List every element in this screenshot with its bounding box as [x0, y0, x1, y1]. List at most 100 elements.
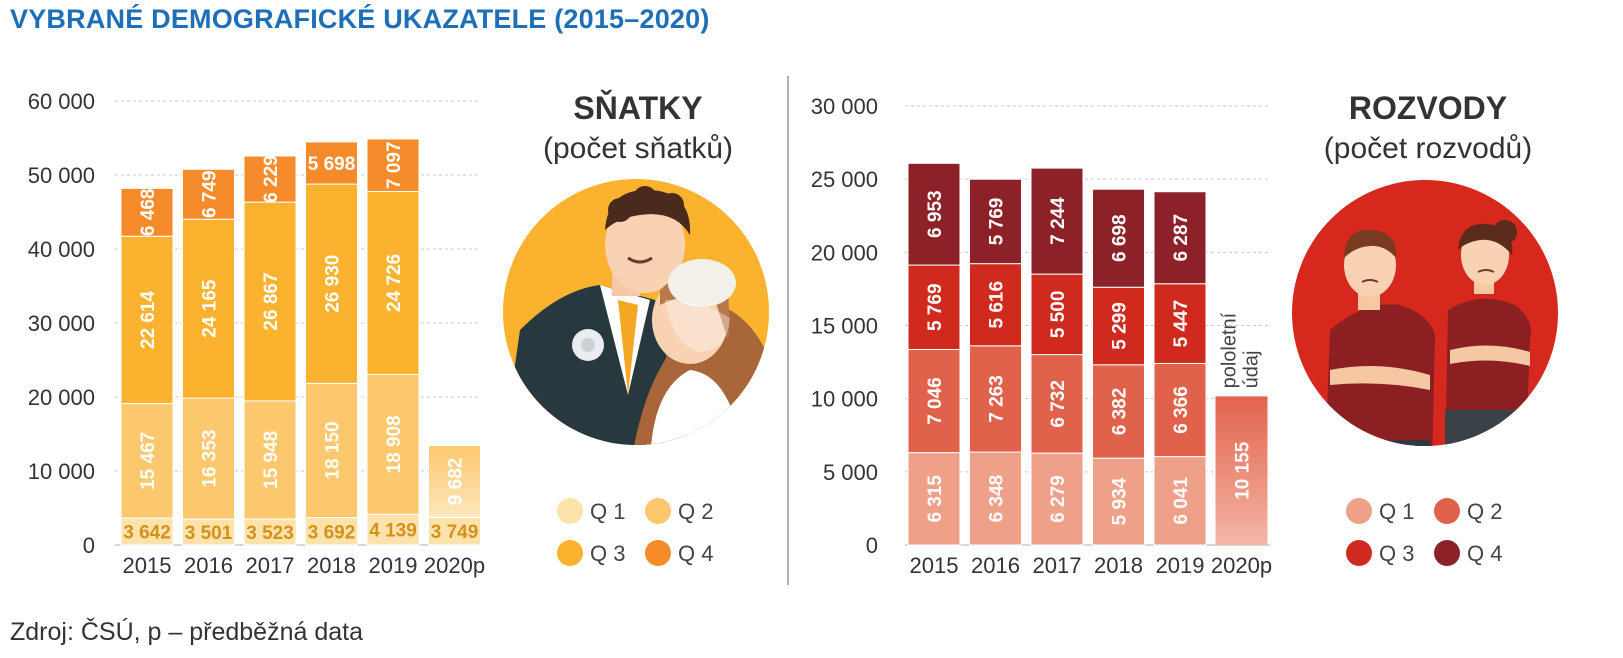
- data-label: 7 244: [1048, 197, 1069, 245]
- legend-swatch-q1: [1346, 498, 1372, 524]
- data-label: 15 467: [138, 432, 159, 490]
- legend-label-q3: Q 3: [1379, 541, 1414, 566]
- y-tick-label: 10 000: [28, 459, 95, 484]
- x-tick-label: 2015: [910, 553, 959, 578]
- bar-segment-q4: [1030, 167, 1084, 275]
- data-label: 24 726: [384, 254, 405, 312]
- data-label: 5 447: [1171, 300, 1192, 348]
- data-label: 3 692: [308, 522, 356, 543]
- divorce-couple-illustration: [1292, 180, 1558, 446]
- data-label: 26 930: [323, 255, 344, 313]
- bar-segment-q4: [969, 178, 1022, 265]
- bar-segment-q4: [366, 138, 420, 192]
- bar-segment-q4: [1092, 188, 1145, 288]
- legend-swatch-q4: [1434, 540, 1460, 566]
- data-label: 6 468: [138, 189, 159, 237]
- y-tick-label: 30 000: [811, 94, 878, 119]
- half-year-annotation: pololetní: [1219, 312, 1241, 388]
- bar-segment-q2: [366, 373, 420, 515]
- x-tick-label: 2017: [246, 553, 295, 578]
- legend-label-q2: Q 2: [678, 499, 713, 524]
- x-tick-label: 2019: [369, 553, 418, 578]
- x-tick-label: 2020p: [1211, 553, 1272, 578]
- data-label: 5 299: [1110, 302, 1131, 350]
- legend-label-q4: Q 4: [678, 541, 713, 566]
- legend-swatch-q3: [1346, 540, 1372, 566]
- bar-segment-q2: [305, 382, 358, 519]
- bar-segment-q4: [120, 187, 174, 237]
- y-tick-label: 40 000: [28, 237, 95, 262]
- bar-segment-q4: [907, 162, 961, 266]
- bar-segment-q2: [182, 397, 235, 520]
- data-label: 6 366: [1171, 386, 1192, 434]
- y-tick-label: 20 000: [28, 385, 95, 410]
- marriages-chart: 0 10 000 20 000 30 000 40 000 50 000 60 000 201…: [28, 89, 485, 578]
- x-tick-label: 2020p: [424, 553, 485, 578]
- bar-segment-q4: [243, 155, 297, 203]
- y-tick-label: 50 000: [28, 163, 95, 188]
- data-label: 6 229: [261, 155, 282, 203]
- legend-label-q1: Q 1: [1379, 499, 1414, 524]
- data-label: 4 139: [369, 521, 417, 542]
- bar-segment-q3: [120, 235, 174, 405]
- data-label: 6 041: [1171, 477, 1192, 525]
- bar-segment-q1: [907, 452, 961, 546]
- y-tick-label: 0: [866, 533, 878, 558]
- x-tick-label: 2016: [971, 553, 1020, 578]
- data-label: 6 749: [200, 171, 221, 219]
- data-label: 16 353: [200, 430, 221, 488]
- data-label: 7 097: [384, 141, 405, 189]
- data-label: 5 769: [987, 198, 1008, 246]
- bar-segment-q3: [907, 264, 961, 350]
- y-tick-label: 60 000: [28, 89, 95, 114]
- legend-label-q2: Q 2: [1467, 499, 1502, 524]
- data-label: 6 382: [1110, 388, 1131, 436]
- bar-segment-q3: [969, 263, 1022, 347]
- legend-swatch-q3: [557, 540, 583, 566]
- y-tick-label: 20 000: [811, 240, 878, 265]
- x-tick-label: 2018: [1094, 553, 1143, 578]
- bar-segment-q4: [1153, 191, 1207, 285]
- y-tick-label: 10 000: [811, 387, 878, 412]
- x-tick-label: 2015: [123, 553, 172, 578]
- x-tick-label: 2017: [1033, 553, 1082, 578]
- data-label: 6 279: [1048, 475, 1069, 523]
- bar-segment-q1: [305, 517, 358, 546]
- data-label: 3 501: [185, 523, 233, 544]
- bar-segment-q1: [182, 518, 235, 546]
- marriages-title: SŇATKY: [573, 90, 702, 126]
- bar-segment-q4: [182, 168, 235, 220]
- bar-segment-q2: [428, 445, 481, 518]
- source-note: Zdroj: ČSÚ, p – předběžná data: [10, 618, 363, 646]
- data-label: 5 769: [925, 284, 946, 332]
- data-label: 6 315: [925, 475, 946, 523]
- y-tick-label: 5 000: [823, 460, 878, 485]
- legend-label-q4: Q 4: [1467, 541, 1502, 566]
- y-tick-label: 30 000: [28, 311, 95, 336]
- x-tick-label: 2018: [307, 553, 356, 578]
- y-tick-label: 0: [83, 533, 95, 558]
- data-label: 22 614: [138, 290, 159, 349]
- legend-swatch-q1: [557, 498, 583, 524]
- legend-label-q1: Q 1: [590, 499, 625, 524]
- divorces-chart: 0 5 000 10 000 15 000 20 000 25 000 30 000 2015…: [811, 94, 1272, 578]
- data-label: 18 150: [323, 421, 344, 479]
- data-label: 7 263: [987, 375, 1008, 423]
- data-label: 7 046: [925, 377, 946, 425]
- data-label: 15 948: [261, 431, 282, 489]
- bar-segment-q1: [243, 518, 297, 546]
- bar-segment-q3: [1030, 273, 1084, 356]
- data-label: 6 732: [1048, 380, 1069, 428]
- y-tick-label: 25 000: [811, 167, 878, 192]
- data-label: 10 155: [1233, 441, 1254, 500]
- legend-swatch-q2: [1434, 498, 1460, 524]
- bar-segment-q1: [969, 451, 1022, 546]
- legend-swatch-q2: [645, 498, 671, 524]
- data-label: 6 953: [925, 190, 946, 238]
- bar-segment-q1: [1030, 452, 1084, 546]
- data-label: 5 934: [1110, 477, 1131, 525]
- y-tick-label: 15 000: [811, 314, 878, 339]
- data-label: 26 867: [261, 272, 282, 330]
- x-tick-label: 2016: [184, 553, 233, 578]
